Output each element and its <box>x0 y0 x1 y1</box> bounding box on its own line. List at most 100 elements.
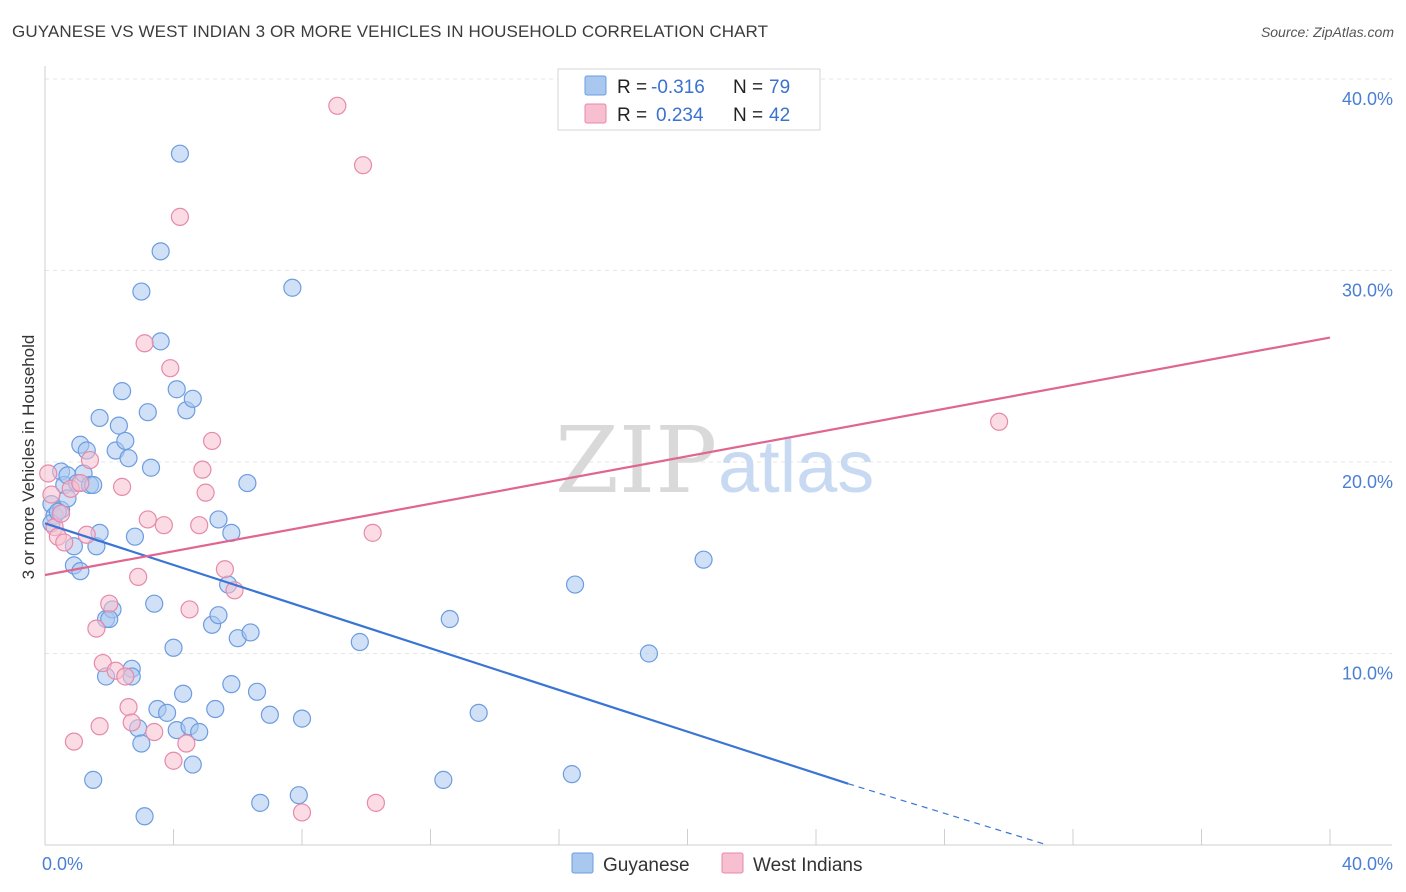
guyanese-point <box>90 408 109 428</box>
guyanese-point <box>260 705 279 724</box>
legend-r-label: R = <box>617 77 647 98</box>
guyanese-point <box>151 332 170 351</box>
guyanese-point <box>112 382 132 401</box>
guyanese-point <box>125 527 145 546</box>
guyanese-point <box>440 609 459 629</box>
guyanese-point <box>151 242 170 261</box>
bottom-legend-swatch-guyanese <box>571 852 594 874</box>
west-indians-point <box>51 504 71 523</box>
legend-r-value: -0.316 <box>651 77 705 98</box>
guyanese-point <box>170 144 190 163</box>
guyanese-point <box>289 786 308 805</box>
guyanese-point <box>292 709 312 728</box>
west-indians-point <box>100 594 119 613</box>
guyanese-point <box>167 380 186 399</box>
guyanese-point <box>694 550 713 569</box>
x-tick-label: 0.0% <box>42 854 83 874</box>
west-indians-point <box>87 619 106 638</box>
west-indians-point <box>90 717 109 736</box>
guyanese-point <box>283 278 302 297</box>
watermark-atlas: atlas <box>718 425 874 508</box>
guyanese-point <box>138 403 157 422</box>
legend-n-label: N = <box>733 105 763 126</box>
west-indians-point <box>328 96 347 115</box>
trend-lines <box>44 336 1331 846</box>
guyanese-point <box>238 473 257 493</box>
y-tick-label: 30.0% <box>1342 281 1393 301</box>
west-indians-trend-line <box>44 336 1331 577</box>
axes <box>44 66 1392 846</box>
x-tick-label: 40.0% <box>1342 854 1393 874</box>
west-indians-point <box>145 722 164 742</box>
west-indians-point <box>71 473 90 493</box>
west-indians-point <box>80 450 100 470</box>
guyanese-point <box>639 644 659 663</box>
bottom-legend: Guyanese West Indians <box>571 852 862 876</box>
west-indians-point <box>366 793 385 812</box>
guyanese-point <box>562 765 581 784</box>
y-tick-label: 40.0% <box>1342 89 1393 109</box>
top-legend: R = -0.316 N = 79 R = 0.234 N = 42 <box>557 68 821 131</box>
west-indians-point <box>170 207 190 226</box>
guyanese-point <box>350 632 369 652</box>
legend-n-value: 42 <box>769 105 790 126</box>
series-west-indians <box>39 96 1009 822</box>
guyanese-point <box>183 389 202 408</box>
guyanese-point <box>209 606 228 625</box>
west-indians-point <box>353 156 373 175</box>
guyanese-point <box>251 793 270 812</box>
west-indians-point <box>122 713 141 732</box>
guyanese-point <box>109 416 128 435</box>
watermark: ZIP atlas <box>555 407 874 514</box>
west-indians-point <box>193 460 212 479</box>
legend-swatch-guyanese <box>584 75 607 96</box>
y-tick-label: 20.0% <box>1342 472 1393 492</box>
west-indians-point <box>154 516 173 535</box>
guyanese-point <box>135 807 154 826</box>
guyanese-point <box>119 449 138 468</box>
grid-lines <box>45 78 1392 654</box>
legend-n-label: N = <box>733 77 763 98</box>
west-indians-point <box>292 803 312 822</box>
guyanese-point <box>145 594 164 613</box>
guyanese-trend-extension <box>847 783 1048 846</box>
guyanese-point <box>174 684 193 703</box>
legend-r-label: R = <box>617 105 647 126</box>
west-indians-point <box>180 600 199 619</box>
west-indians-point <box>164 751 183 770</box>
guyanese-point <box>132 734 151 753</box>
x-tick-labels: 0.0% 40.0% <box>42 854 1393 874</box>
bottom-legend-label-guyanese: Guyanese <box>603 855 690 876</box>
guyanese-point <box>469 703 488 722</box>
west-indians-point <box>177 734 196 753</box>
guyanese-point <box>241 623 260 642</box>
guyanese-point <box>164 638 183 657</box>
guyanese-point <box>565 575 585 594</box>
west-indians-point <box>64 732 84 751</box>
west-indians-point <box>42 485 61 504</box>
west-indians-point <box>119 698 138 717</box>
west-indians-point <box>196 483 215 502</box>
west-indians-point <box>138 510 157 529</box>
guyanese-point <box>206 699 225 719</box>
legend-swatch-west-indians <box>584 103 607 124</box>
chart-title: GUYANESE VS WEST INDIAN 3 OR MORE VEHICL… <box>12 22 769 41</box>
west-indians-point <box>116 667 135 686</box>
west-indians-point <box>363 523 382 542</box>
west-indians-point <box>190 516 209 535</box>
guyanese-trend-line <box>44 522 849 785</box>
y-tick-labels: 10.0% 20.0% 30.0% 40.0% <box>1342 89 1393 684</box>
bottom-legend-label-west-indians: West Indians <box>753 855 862 876</box>
guyanese-point <box>71 562 90 581</box>
guyanese-point <box>84 770 103 789</box>
guyanese-point <box>183 755 202 774</box>
bottom-legend-swatch-west-indians <box>721 852 744 874</box>
west-indians-point <box>990 412 1009 431</box>
guyanese-point <box>116 431 135 451</box>
guyanese-point <box>434 770 453 789</box>
guyanese-point <box>190 722 209 742</box>
legend-n-value: 79 <box>769 77 790 98</box>
west-indians-point <box>161 359 180 378</box>
legend-r-value: 0.234 <box>656 105 704 126</box>
